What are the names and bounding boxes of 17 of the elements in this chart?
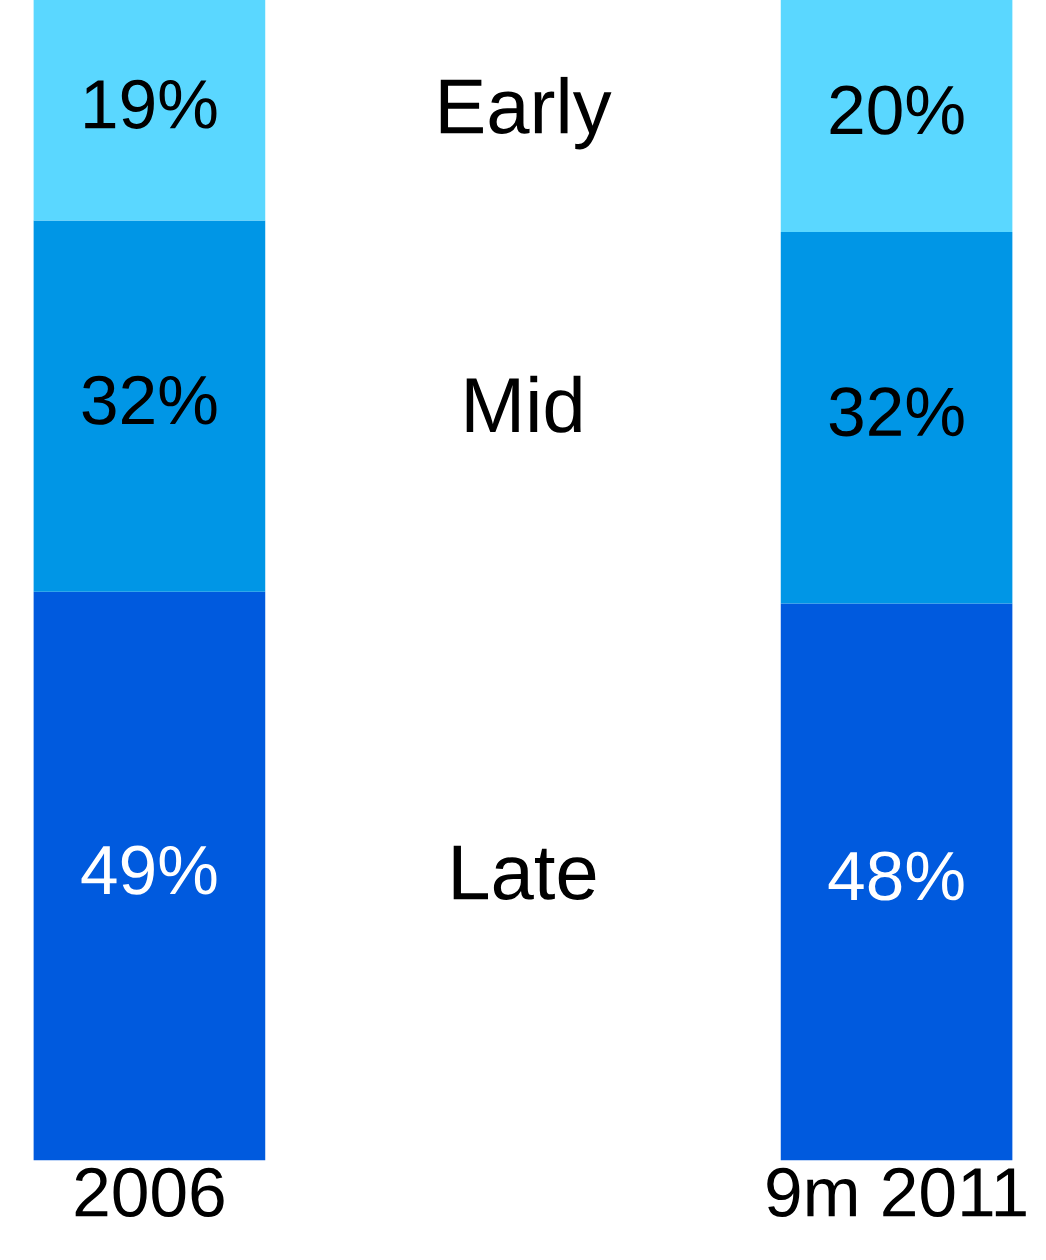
x-tick-label: 2006 — [75, 1167, 224, 1218]
text: Early — [440, 76, 612, 150]
data-label: 32% — [829, 387, 964, 437]
bar — [33, 0, 266, 221]
data-label: 20% — [830, 85, 964, 135]
bar — [33, 591, 266, 1161]
bar — [33, 220, 266, 592]
x-tick-label: 9m 2011 — [767, 1167, 1026, 1218]
data-label: 32% — [82, 375, 217, 425]
data-label: 48% — [828, 851, 964, 901]
text: Late — [453, 845, 596, 900]
bar — [780, 0, 1013, 233]
bar — [780, 232, 1013, 604]
text: Mid — [466, 375, 581, 433]
data-label: 19% — [85, 79, 217, 129]
data-label: 49% — [81, 845, 217, 895]
bar — [780, 603, 1013, 1161]
